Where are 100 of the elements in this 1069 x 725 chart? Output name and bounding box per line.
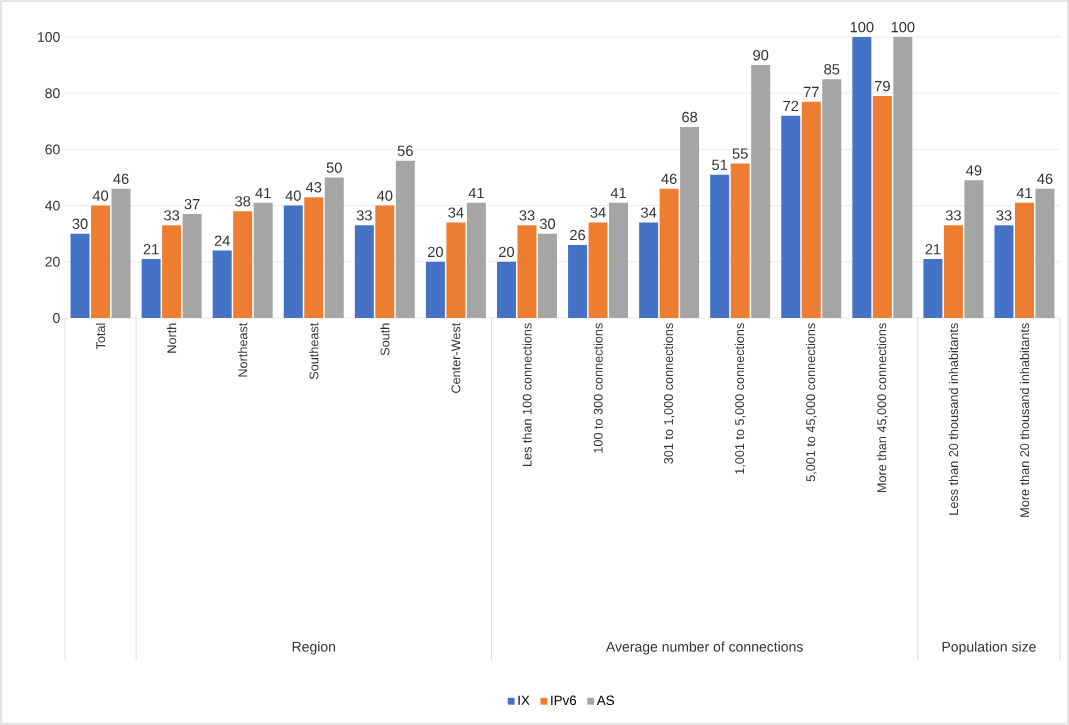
data-label: 30	[72, 218, 88, 229]
data-label: 41	[468, 188, 484, 199]
data-label: 33	[945, 210, 961, 221]
bar	[425, 261, 445, 318]
bar	[680, 126, 700, 318]
bar	[1014, 202, 1034, 318]
bar	[994, 225, 1014, 318]
bar	[751, 65, 771, 318]
legend-label: IX	[518, 695, 530, 705]
bar	[182, 214, 202, 318]
bar	[233, 211, 253, 318]
bar	[283, 205, 303, 318]
x-tick-label: 5,001 to 45,000 connections	[805, 323, 817, 482]
bar	[588, 222, 608, 318]
x-tick-label: Less than 20 thousand inhabitants	[948, 323, 959, 515]
bar	[212, 250, 232, 318]
bar	[781, 115, 801, 318]
data-label: 41	[610, 188, 626, 199]
data-label: 100	[850, 21, 874, 33]
bar	[70, 233, 90, 318]
bar	[639, 222, 659, 318]
x-tick-label: More than 45,000 connections	[876, 323, 888, 493]
y-tick-label: 60	[45, 144, 60, 155]
bar	[1035, 188, 1055, 318]
data-label: 37	[184, 198, 200, 210]
data-label: 85	[824, 64, 840, 75]
y-tick-label: 0	[53, 313, 60, 323]
bar	[141, 258, 161, 318]
bar	[923, 258, 943, 318]
data-label: 77	[803, 86, 819, 97]
data-label: 51	[712, 159, 728, 170]
data-label: 21	[143, 244, 159, 255]
data-label: 90	[753, 50, 769, 61]
x-tick-label: Southeast	[309, 322, 319, 380]
x-tick-label: North	[166, 323, 177, 353]
x-tick-label: Total	[95, 323, 106, 350]
data-label: 43	[305, 182, 322, 193]
bar	[253, 202, 273, 318]
bar	[375, 205, 395, 318]
bar	[893, 37, 913, 318]
data-label: 34	[448, 207, 464, 218]
bar	[801, 101, 821, 318]
data-label: 50	[326, 162, 342, 173]
data-label: 55	[732, 148, 748, 159]
legend-label: AS	[596, 695, 615, 706]
bar	[730, 163, 750, 318]
y-tick-label: 40	[45, 200, 60, 211]
bar	[964, 180, 984, 318]
data-label: 33	[996, 210, 1012, 221]
x-tick-label: 301 to 1,000 connections	[663, 323, 675, 464]
bar	[446, 222, 466, 318]
data-label: 33	[519, 210, 535, 221]
y-tick-label: 20	[45, 256, 60, 267]
data-label: 49	[966, 165, 982, 176]
data-label: 79	[874, 80, 890, 92]
data-label: 46	[1037, 173, 1053, 185]
data-label: 34	[641, 207, 657, 218]
bar	[466, 202, 486, 318]
data-label: 24	[214, 235, 230, 246]
data-label: 40	[285, 190, 301, 201]
data-label: 26	[570, 229, 586, 241]
bar	[91, 205, 111, 318]
bar	[659, 188, 679, 318]
data-label: 72	[783, 100, 799, 111]
bar	[162, 225, 182, 318]
data-label: 38	[235, 196, 251, 207]
legend-label: IPv6	[551, 695, 577, 706]
data-label: 46	[661, 173, 677, 185]
bar	[822, 79, 842, 318]
x-tick-label: 1,001 to 5,000 connections	[734, 323, 746, 474]
data-label: 20	[427, 246, 443, 258]
text: Average number of connections	[605, 641, 803, 655]
x-tick-label: 100 to 300 connections	[593, 323, 603, 453]
data-label: 46	[113, 173, 129, 185]
bar	[537, 233, 557, 318]
data-label: 33	[356, 210, 372, 221]
bar	[568, 244, 588, 318]
bar	[609, 202, 629, 318]
bar	[395, 160, 415, 318]
bar	[496, 261, 516, 318]
data-label: 68	[682, 111, 698, 123]
text: Population size	[942, 641, 1036, 655]
x-tick-label: Les than 100 connections	[522, 323, 532, 467]
bar	[304, 197, 324, 318]
y-tick-label: 100	[38, 32, 60, 42]
data-label: 56	[397, 145, 413, 156]
bar	[872, 96, 892, 318]
bar	[354, 225, 374, 318]
bar	[517, 225, 537, 318]
bar	[852, 37, 872, 318]
data-label: 30	[539, 218, 556, 229]
text: Region	[292, 641, 336, 655]
data-label: 40	[92, 190, 109, 201]
bar	[324, 177, 344, 318]
x-tick-label: South	[380, 323, 390, 356]
data-label: 34	[590, 207, 606, 218]
data-label: 20	[499, 246, 515, 258]
data-label: 41	[255, 188, 271, 199]
data-label: 21	[925, 244, 941, 255]
bar	[111, 188, 131, 318]
